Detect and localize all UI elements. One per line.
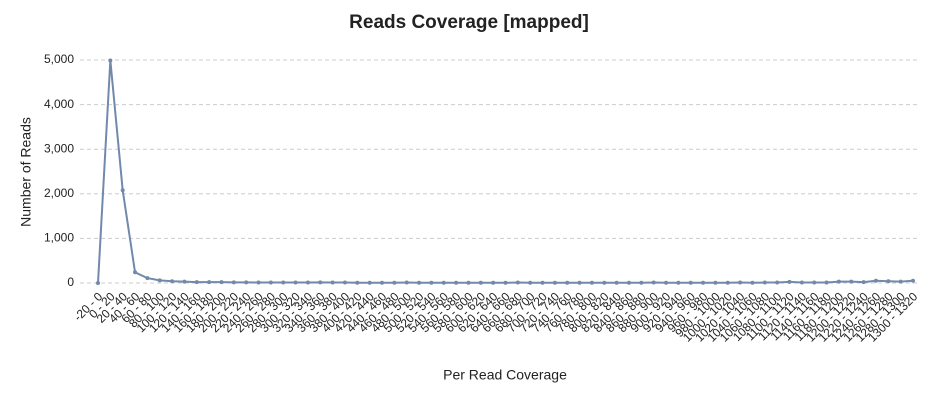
point [404,280,409,285]
point [738,280,743,285]
x-axis-label: Per Read Coverage [443,367,567,383]
point [725,280,730,285]
point [849,279,854,284]
point [528,280,533,285]
point [478,280,483,285]
point [330,280,335,285]
point [367,280,372,285]
point [96,281,100,285]
point [441,280,446,285]
point [293,280,298,285]
point [120,188,125,193]
point [873,278,878,283]
point [688,280,693,285]
point [577,280,582,285]
point [812,280,817,285]
point [170,279,175,284]
y-tick-label: 3,000 [44,141,74,155]
point [157,278,162,283]
point [133,270,138,275]
point [552,280,557,285]
point [108,58,113,63]
point [886,279,891,284]
point [787,279,792,284]
point [676,280,681,285]
point [268,280,273,285]
point [145,276,150,281]
point [318,280,323,285]
point [602,280,607,285]
point [589,280,594,285]
point [392,280,397,285]
chart-title: Reads Coverage [mapped] [349,12,589,33]
point [515,280,520,285]
point [194,280,199,285]
point [305,280,310,285]
point [454,280,459,285]
point [614,280,619,285]
point [898,279,903,284]
point [651,280,656,285]
point [231,280,236,285]
point [244,280,249,285]
point [503,280,508,285]
point [355,280,360,285]
point [861,280,866,285]
point [664,280,669,285]
point [836,279,841,284]
point [762,280,767,285]
y-tick-label: 2,000 [44,186,74,200]
y-tick-label: 0 [67,275,74,289]
y-tick-label: 4,000 [44,97,74,111]
point [713,280,718,285]
point [207,280,212,285]
point [775,280,780,285]
y-tick-label: 5,000 [44,52,74,66]
point [182,279,187,284]
point [639,280,644,285]
point [466,280,471,285]
point [911,278,915,283]
point [380,280,385,285]
point [417,280,422,285]
point [626,280,631,285]
point [256,280,261,285]
point [799,280,804,285]
point [281,280,286,285]
point [540,280,545,285]
point [342,280,347,285]
point [565,280,570,285]
y-axis-label: Number of Reads [18,117,34,227]
point [701,280,706,285]
line [97,60,914,284]
point [219,280,224,285]
y-tick-label: 1,000 [44,231,74,245]
point [429,280,434,285]
point [750,280,755,285]
point [491,280,496,285]
point [824,280,829,285]
